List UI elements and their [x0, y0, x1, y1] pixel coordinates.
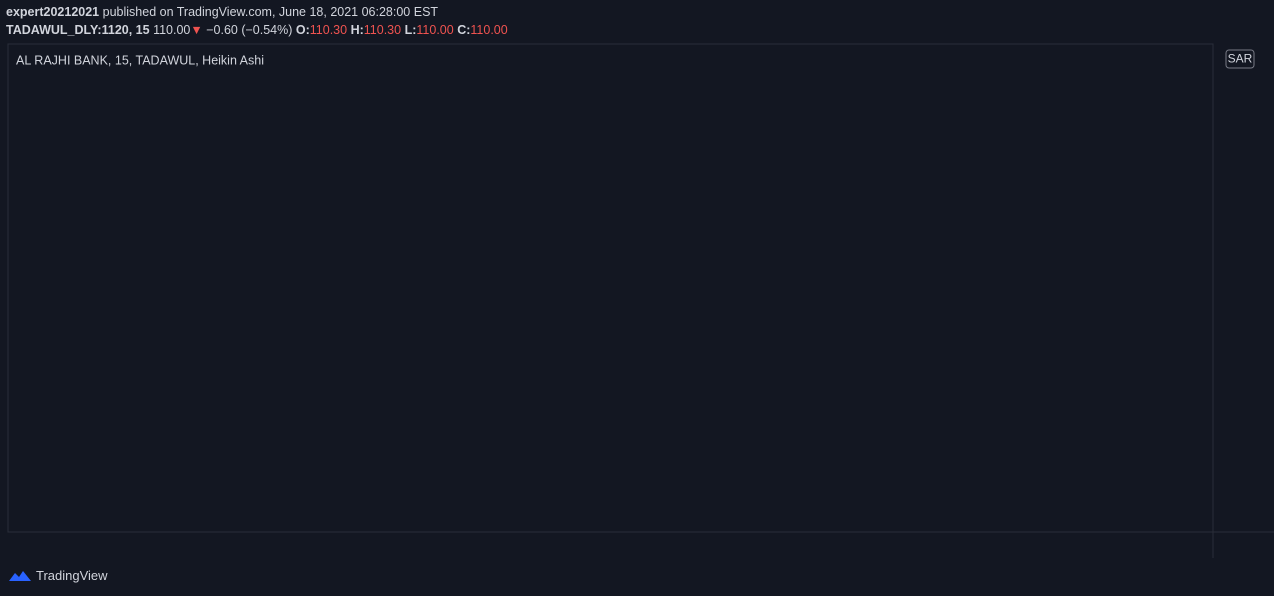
ohlc-value: 110.00: [470, 23, 508, 37]
ohlc-label: L:: [404, 23, 417, 37]
brand: TradingView: [36, 568, 108, 583]
published: published on TradingView.com, June 18, 2…: [102, 5, 439, 19]
ohlc-label: H:: [350, 23, 364, 37]
publish-line: expert20212021 published on TradingView.…: [6, 5, 438, 19]
ohlc-value: 110.00: [416, 23, 454, 37]
symbol: TADAWUL_DLY:1120, 15: [6, 23, 150, 37]
change: −0.60 (−0.54%): [206, 23, 293, 37]
ohlc-label: O:: [295, 23, 310, 37]
arrow: ▼: [190, 23, 203, 37]
symbol-line: TADAWUL_DLY:1120, 15 110.00▼ −0.60 (−0.5…: [6, 23, 508, 37]
ohlc-value: 110.30: [363, 23, 402, 37]
currency[interactable]: SAR: [1228, 52, 1253, 66]
last: 110.00: [153, 23, 191, 37]
ohlc-value: 110.30: [309, 23, 348, 37]
logo: [9, 570, 31, 581]
pane: [7, 43, 1214, 533]
ohlc-label: C:: [457, 23, 471, 37]
chart-title: AL RAJHI BANK, 15, TADAWUL, Heikin Ashi: [16, 53, 264, 67]
footer: TradingView: [8, 568, 108, 583]
currency-box[interactable]: [1225, 49, 1255, 69]
chart: AL RAJHI BANK, 15, TADAWUL, Heikin Ashi …: [7, 43, 1274, 558]
author: expert20212021: [6, 5, 100, 19]
